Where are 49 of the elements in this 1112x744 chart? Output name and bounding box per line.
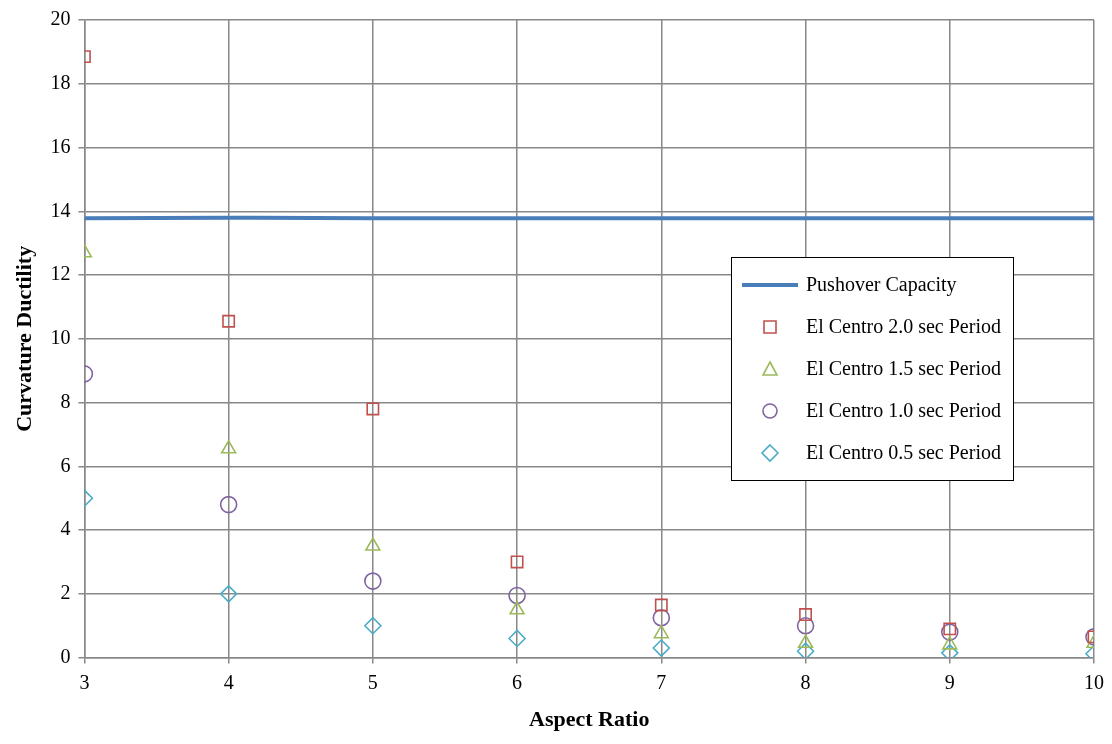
point [652, 639, 671, 657]
point [943, 622, 957, 636]
point [366, 402, 380, 416]
point [940, 644, 959, 658]
point [364, 572, 382, 590]
point [942, 636, 958, 650]
y-tick-label: 14 [50, 198, 71, 221]
x-axis-title: Aspect Ratio [529, 706, 650, 732]
x-tick-label: 6 [512, 670, 523, 693]
x-tick-label: 8 [800, 670, 811, 693]
point [796, 616, 815, 635]
x-tick-label: 7 [656, 670, 667, 693]
legend-label: El Centro 2.0 sec Period [806, 315, 1001, 339]
point [652, 608, 671, 627]
point [508, 629, 526, 648]
point [222, 314, 236, 328]
point [510, 555, 524, 569]
y-tick-label: 20 [50, 7, 71, 30]
legend-label: El Centro 0.5 sec Period [806, 441, 1001, 465]
y-tick-label: 8 [60, 389, 71, 412]
point [940, 623, 959, 641]
y-tick-label: 10 [50, 326, 71, 349]
point [509, 600, 525, 615]
y-tick-label: 16 [50, 134, 71, 157]
x-tick-label: 9 [944, 670, 955, 693]
point [364, 616, 382, 635]
legend-label: El Centro 1.0 sec Period [806, 399, 1001, 423]
y-tick-label: 2 [60, 581, 71, 604]
x-tick-label: 5 [367, 670, 378, 693]
point [796, 642, 815, 658]
y-axis-title: Curvature Ductility [10, 245, 36, 432]
point [219, 585, 238, 603]
y-tick-label: 6 [60, 453, 71, 476]
x-tick-label: 3 [79, 670, 90, 693]
legend-label: El Centro 1.5 sec Period [806, 357, 1001, 381]
y-tick-label: 4 [60, 517, 71, 540]
point [799, 608, 812, 622]
x-tick-label: 10 [1084, 670, 1104, 693]
y-tick-label: 0 [60, 644, 71, 667]
point [653, 624, 670, 639]
point [797, 634, 814, 649]
x-tick-label: 4 [223, 670, 234, 693]
legend-label: Pushover Capacity [806, 273, 957, 297]
y-tick-label: 18 [50, 71, 71, 94]
point [508, 586, 526, 605]
point [654, 598, 668, 612]
point [219, 495, 238, 514]
point [365, 537, 381, 551]
y-tick-label: 12 [50, 262, 71, 285]
